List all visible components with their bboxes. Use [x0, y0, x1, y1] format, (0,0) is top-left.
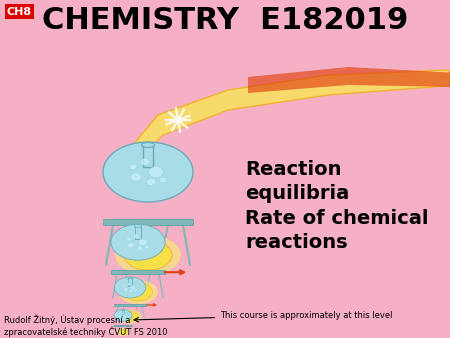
Ellipse shape: [124, 240, 172, 270]
Ellipse shape: [147, 178, 156, 186]
Bar: [122, 310, 124, 314]
Bar: [111, 270, 165, 274]
Ellipse shape: [122, 310, 124, 311]
Ellipse shape: [130, 290, 133, 292]
Ellipse shape: [123, 317, 125, 318]
Ellipse shape: [119, 314, 121, 315]
Ellipse shape: [130, 164, 137, 170]
Ellipse shape: [134, 234, 139, 238]
Text: CHEMISTRY  E182019: CHEMISTRY E182019: [42, 6, 409, 35]
Ellipse shape: [114, 277, 146, 298]
Ellipse shape: [130, 286, 135, 289]
Bar: [114, 304, 146, 306]
Ellipse shape: [137, 246, 143, 250]
FancyBboxPatch shape: [4, 3, 33, 19]
Text: CH8: CH8: [6, 7, 32, 17]
Ellipse shape: [124, 288, 128, 291]
Ellipse shape: [127, 238, 131, 241]
Ellipse shape: [122, 313, 123, 314]
Ellipse shape: [127, 283, 130, 285]
Ellipse shape: [118, 329, 128, 335]
Ellipse shape: [130, 173, 141, 181]
Ellipse shape: [140, 159, 149, 166]
Ellipse shape: [111, 224, 165, 260]
Text: Rudolf Žitný, Ústav procesní a
zpracovatelské techniky ČVUT FS 2010: Rudolf Žitný, Ústav procesní a zpracovat…: [4, 314, 167, 337]
Ellipse shape: [159, 177, 166, 183]
Ellipse shape: [145, 245, 149, 249]
Bar: [143, 145, 153, 167]
Polygon shape: [133, 70, 450, 155]
Text: Reaction
equilibria
Rate of chemical
reactions: Reaction equilibria Rate of chemical rea…: [245, 160, 428, 252]
Ellipse shape: [117, 328, 130, 336]
Ellipse shape: [122, 311, 139, 322]
Ellipse shape: [124, 283, 153, 301]
Ellipse shape: [114, 309, 132, 321]
Ellipse shape: [123, 285, 126, 287]
Ellipse shape: [141, 143, 154, 147]
Bar: [135, 226, 141, 239]
Bar: [128, 278, 132, 286]
Ellipse shape: [115, 235, 181, 275]
Ellipse shape: [123, 314, 126, 316]
Ellipse shape: [149, 166, 163, 177]
Ellipse shape: [139, 239, 147, 246]
Text: This course is approximately at this level: This course is approximately at this lev…: [134, 311, 392, 322]
Bar: [114, 325, 132, 326]
Polygon shape: [248, 67, 450, 93]
Ellipse shape: [118, 280, 158, 304]
Bar: [103, 219, 193, 225]
Ellipse shape: [134, 289, 136, 291]
Ellipse shape: [103, 142, 193, 202]
Ellipse shape: [128, 277, 132, 279]
Ellipse shape: [134, 224, 142, 227]
Ellipse shape: [120, 316, 122, 317]
Ellipse shape: [125, 316, 127, 318]
Ellipse shape: [118, 310, 142, 323]
Ellipse shape: [127, 243, 134, 248]
